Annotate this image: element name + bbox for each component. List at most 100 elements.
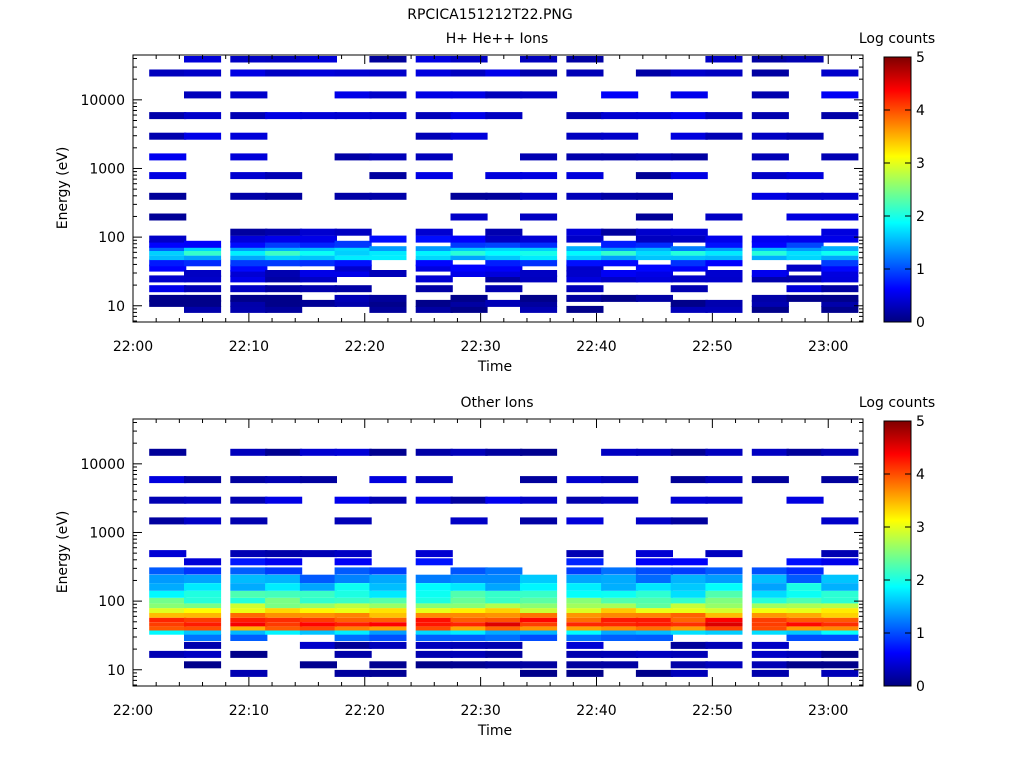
heatmap-cell [566,285,604,293]
heatmap-cell [230,270,268,277]
heatmap-cell [450,305,488,313]
heatmap-cell [184,246,222,251]
heatmap-cell [149,285,187,293]
heatmap-cell [265,608,303,613]
heatmap-cell [265,275,303,283]
heatmap-cell [450,574,488,583]
heatmap-cell [566,264,604,272]
heatmap-cell [369,608,407,613]
x-tick-label: 22:30 [460,339,500,355]
heatmap-cell [149,255,187,261]
heatmap-cell [670,622,708,627]
heatmap-cell [566,172,604,180]
heatmap-cell [635,240,673,248]
heatmap-cell [149,567,187,575]
heatmap-cell [230,240,268,248]
heatmap-cell [520,661,558,669]
heatmap-cell [821,246,859,251]
heatmap-cell [369,192,407,200]
heatmap-cell [821,259,859,267]
heatmap-cell [635,294,673,302]
heatmap-cell [265,299,303,307]
colorbar-tick-label: 2 [916,573,925,589]
heatmap-cell [450,622,488,627]
heatmap-cell [601,448,639,456]
heatmap-cell [751,608,789,613]
heatmap-cell [670,251,708,256]
heatmap-cell [786,626,824,631]
heatmap-cell [566,305,604,313]
heatmap-cell [485,496,523,504]
heatmap-cell [450,634,488,641]
heatmap-cell [184,275,222,283]
heatmap-cell [184,567,222,575]
colorbar-tick-label: 2 [916,209,925,225]
heatmap-cell [786,597,824,604]
heatmap-cells [149,448,859,677]
heatmap-cell [230,630,268,635]
heatmap-cell [751,294,789,302]
heatmap-cell [520,270,558,277]
heatmap-cell [485,597,523,604]
heatmap-cell [786,650,824,658]
heatmap-cell [299,275,337,283]
heatmap-cell [184,255,222,261]
heatmap-cell [369,270,407,277]
heatmap-cell [566,192,604,200]
heatmap-cell [520,299,558,307]
heatmap-cell [705,56,743,63]
heatmap-cell [334,558,372,566]
heatmap-cell [450,597,488,604]
heatmap-cell [705,608,743,613]
heatmap-cell [265,630,303,635]
heatmap-cell [751,661,789,669]
heatmap-cell [751,192,789,200]
y-axis: 10 100 1000 10000 [80,422,863,686]
heatmap-cell [369,617,407,623]
x-axis: 22:00 22:10 22:20 22:30 22:40 22:50 23:00 [113,419,852,719]
heatmap-cell [450,496,488,504]
heatmap-cell [265,255,303,261]
heatmap-cell [566,132,604,140]
heatmap-cell [334,69,372,77]
heatmap-cell [601,630,639,635]
heatmap-cell [751,448,789,456]
heatmap-cell [415,626,453,631]
heatmap-cell [821,251,859,256]
x-tick-label: 22:50 [692,339,732,355]
heatmap-cell [485,275,523,283]
heatmap-cell [751,590,789,598]
heatmap-cell [265,294,303,302]
heatmap-cell [369,661,407,669]
heatmap-cell [786,574,824,583]
heatmap-cell [299,590,337,598]
heatmap-cell [635,669,673,677]
heatmap-cell [520,69,558,77]
heatmap-cell [265,496,303,504]
heatmap-cell [265,240,303,248]
heatmap-cell [520,634,558,641]
heatmap-cell [670,228,708,236]
heatmap-cell [635,550,673,558]
y-tick-label: 100 [98,594,125,610]
heatmap-cell [230,574,268,583]
y-axis-label: Energy (eV) [55,147,71,230]
heatmap-cell [705,567,743,575]
panel-title: H+ He++ Ions [446,31,549,47]
heatmap-cell [670,574,708,583]
heatmap-cell [265,476,303,484]
heatmap-cell [821,622,859,627]
heatmap-cell [670,603,708,609]
heatmap-cell [230,235,268,243]
heatmap-cell [334,153,372,161]
heatmap-cell [705,630,743,635]
heatmap-cell [415,583,453,591]
heatmap-cell [184,69,222,77]
heatmap-cell [299,641,337,649]
heatmap-cell [149,603,187,609]
heatmap-cell [485,91,523,99]
heatmap-cell [230,608,268,613]
heatmap-cell [415,650,453,658]
heatmap-cell [415,299,453,307]
